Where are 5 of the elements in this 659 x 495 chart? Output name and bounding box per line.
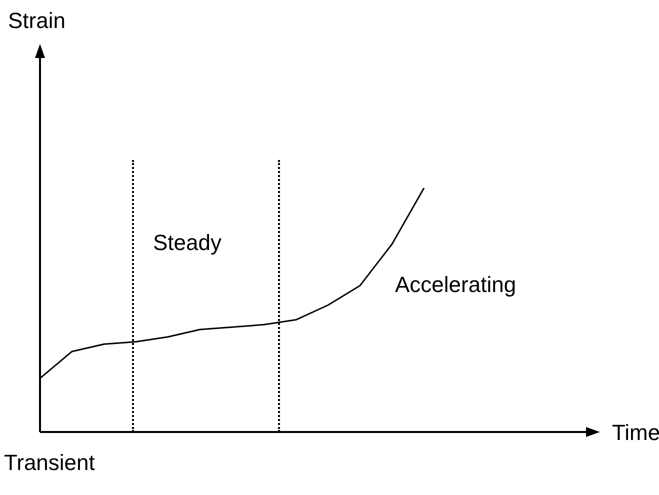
text: Transient bbox=[4, 450, 95, 475]
text: Strain bbox=[8, 8, 66, 33]
annotation: Accelerating bbox=[395, 272, 516, 297]
annotation: Steady bbox=[153, 230, 222, 255]
text: Time bbox=[612, 420, 659, 445]
